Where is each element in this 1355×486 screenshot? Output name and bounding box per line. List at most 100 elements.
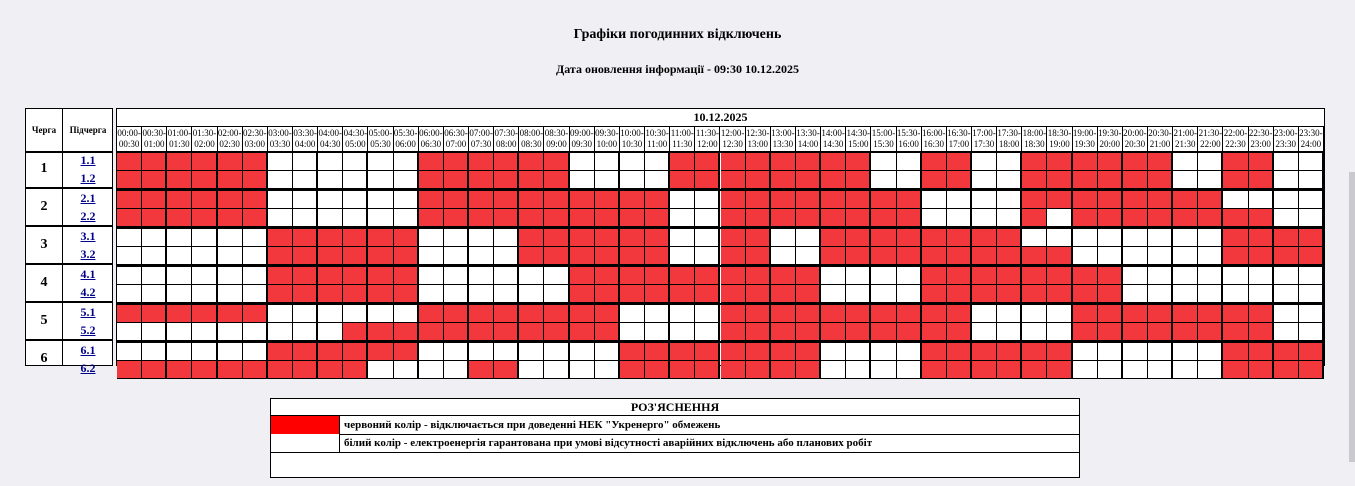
power-on-cell [293, 171, 319, 189]
time-slot-header: 19:00- 19:30 [1072, 127, 1098, 151]
outage-cell [1198, 191, 1224, 209]
power-on-cell [192, 343, 218, 361]
outage-cell [645, 191, 671, 209]
group-divider [117, 227, 1324, 229]
outage-cell [469, 323, 495, 341]
power-on-cell [1147, 247, 1174, 265]
outage-cell [997, 247, 1023, 265]
outage-cell [569, 285, 595, 303]
time-slot-header: 09:30- 10:00 [595, 127, 620, 151]
outage-cell [795, 171, 822, 189]
power-on-cell [896, 267, 922, 285]
outage-cell [1298, 229, 1324, 247]
power-on-cell [1273, 285, 1299, 303]
outage-cell [494, 323, 520, 341]
subqueue-link[interactable]: 4.1 [80, 266, 96, 281]
subqueue-link[interactable]: 5.2 [80, 322, 96, 337]
outage-cell [695, 343, 721, 361]
time-slot-header: 08:00- 08:30 [519, 127, 545, 151]
outage-cell [594, 191, 620, 209]
outage-cell [846, 323, 872, 341]
outage-cell [494, 361, 520, 379]
power-on-cell [795, 229, 822, 247]
power-on-cell [695, 229, 721, 247]
power-on-cell [670, 209, 696, 227]
power-on-cell [1072, 247, 1098, 265]
outage-cell [1072, 305, 1098, 323]
outage-cell [293, 267, 319, 285]
queue-number: 4 [40, 275, 48, 290]
page-title: Графіки погодинних відключень [573, 27, 782, 42]
outage-cell [393, 229, 419, 247]
outage-cell [1122, 323, 1148, 341]
subqueue-link[interactable]: 1.1 [80, 152, 96, 167]
power-on-cell [1248, 285, 1274, 303]
power-on-cell [1248, 267, 1274, 285]
page-scrollbar[interactable] [1349, 172, 1355, 462]
power-on-cell [619, 171, 646, 189]
power-on-cell [1072, 361, 1098, 379]
subqueue-link[interactable]: 6.1 [80, 342, 96, 357]
power-on-cell [569, 343, 595, 361]
outage-cell [569, 305, 595, 323]
power-on-cell [1147, 267, 1174, 285]
time-slot-header: 21:00- 21:30 [1173, 127, 1199, 151]
outage-cell [1147, 191, 1174, 209]
outage-cell [1022, 361, 1048, 379]
power-on-cell [645, 323, 671, 341]
subqueue-link[interactable]: 3.1 [80, 228, 96, 243]
outage-cell [544, 323, 570, 341]
outage-cell [1173, 323, 1199, 341]
outage-cell [1223, 247, 1249, 265]
power-on-cell [142, 247, 168, 265]
power-on-cell [418, 361, 444, 379]
outage-cell [544, 229, 570, 247]
power-on-cell [368, 153, 394, 171]
time-slot-header: 16:30- 17:00 [947, 127, 972, 151]
outage-cell [1273, 361, 1299, 379]
power-on-cell [846, 285, 872, 303]
group-divider [26, 225, 112, 227]
subqueue-link[interactable]: 3.2 [80, 246, 96, 261]
power-on-cell [1198, 267, 1224, 285]
outage-cell [821, 191, 847, 209]
outage-cell [770, 323, 796, 341]
power-on-cell [167, 267, 193, 285]
outage-cell [921, 285, 947, 303]
power-on-cell [443, 361, 470, 379]
power-on-cell [1047, 323, 1073, 341]
subqueue-link[interactable]: 2.1 [80, 190, 96, 205]
power-on-cell [1147, 229, 1174, 247]
power-on-cell [142, 229, 168, 247]
outage-cell [1248, 153, 1274, 171]
outage-cell [821, 305, 847, 323]
outage-cell [770, 361, 796, 379]
power-on-cell [544, 361, 570, 379]
outage-cell [645, 247, 671, 265]
power-on-cell [896, 171, 922, 189]
power-on-cell [1273, 171, 1299, 189]
outage-cell [946, 323, 972, 341]
time-slot-header: 04:00- 04:30 [318, 127, 344, 151]
outage-cell [469, 153, 495, 171]
power-on-cell [418, 285, 444, 303]
subqueue-link[interactable]: 6.2 [80, 360, 96, 375]
outage-cell [167, 305, 193, 323]
subqueue-link[interactable]: 2.2 [80, 208, 96, 223]
outage-cell [921, 229, 947, 247]
outage-cell [921, 343, 947, 361]
outage-cell [997, 229, 1023, 247]
time-slot-header: 01:00- 01:30 [167, 127, 193, 151]
subqueue-link[interactable]: 5.1 [80, 304, 96, 319]
subqueue-link[interactable]: 4.2 [80, 284, 96, 299]
subqueue-link[interactable]: 1.2 [80, 170, 96, 185]
power-on-cell [619, 305, 646, 323]
legend-text-white: білий колір - електроенергія гарантована… [344, 437, 873, 449]
outage-cell [871, 323, 897, 341]
outage-cell [1173, 305, 1199, 323]
outage-cell [619, 247, 646, 265]
outage-cell [645, 361, 671, 379]
power-on-cell [1223, 267, 1249, 285]
outage-cell [1147, 323, 1174, 341]
outage-cell [242, 361, 268, 379]
